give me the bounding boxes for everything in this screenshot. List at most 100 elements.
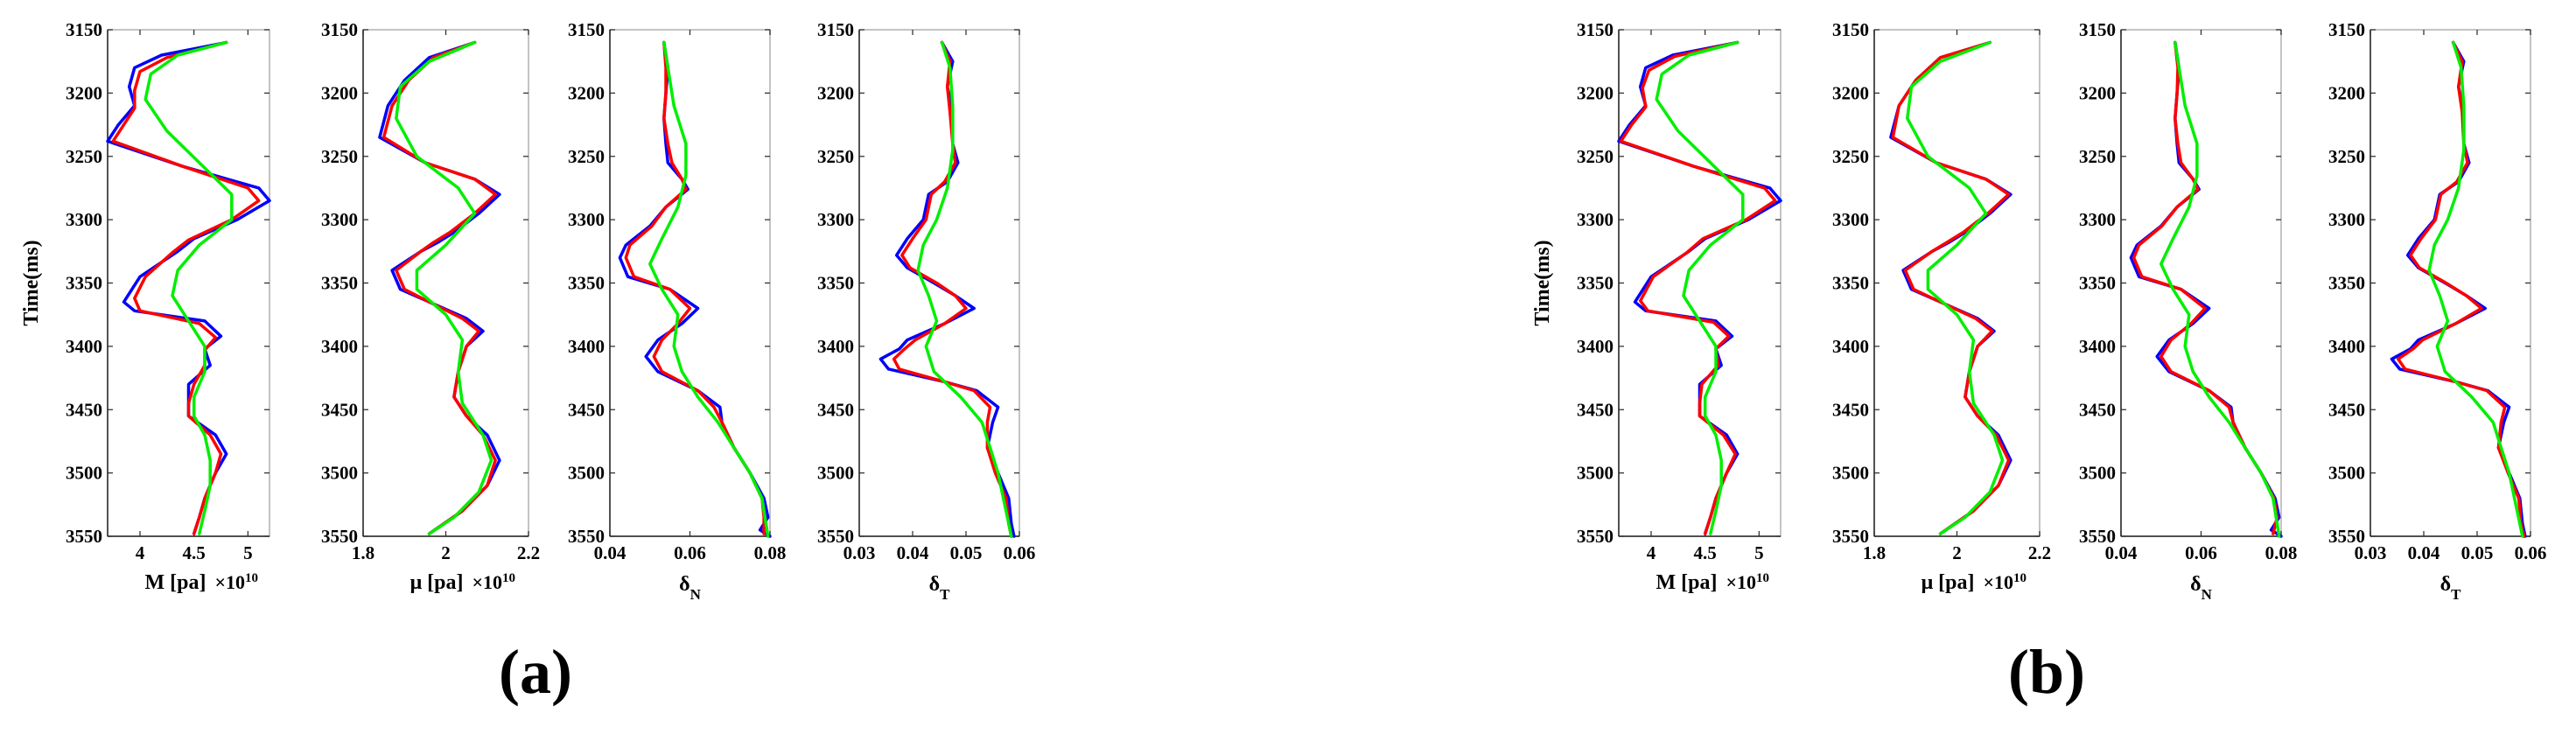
x-tick-label: 0.04 <box>2408 542 2440 563</box>
series-line-green <box>1655 40 1745 535</box>
x-tick-label: 0.04 <box>594 542 626 563</box>
y-tick-label: 3250 <box>1832 146 1869 167</box>
y-tick-label: 3500 <box>568 463 605 484</box>
y-tick-label: 3200 <box>817 82 854 103</box>
y-tick-label: 3500 <box>2328 463 2365 484</box>
y-tick-label: 3250 <box>66 146 102 167</box>
y-tick-label: 3550 <box>2079 526 2116 547</box>
y-tick-label: 3250 <box>2079 146 2116 167</box>
x-multiplier-label: ×1010 <box>472 571 516 593</box>
y-tick-label: 3500 <box>66 463 102 484</box>
y-tick-label: 3300 <box>1577 209 1614 230</box>
panel-frame <box>107 29 270 537</box>
y-tick-label: 3150 <box>568 19 605 40</box>
y-tick-label: 3400 <box>817 336 854 357</box>
x-tick-label: 0.04 <box>2105 542 2138 563</box>
y-tick-label: 3150 <box>321 19 358 40</box>
series-line-green <box>916 40 1013 538</box>
x-tick-label: 0.04 <box>897 542 929 563</box>
y-tick-label: 3400 <box>321 336 358 357</box>
series-line-green <box>2160 40 2281 538</box>
y-tick-label: 3350 <box>1832 273 1869 294</box>
y-tick-label: 3350 <box>66 273 102 294</box>
series-line-green <box>648 40 770 538</box>
series-line-green <box>395 40 494 535</box>
series-line-red <box>111 40 261 535</box>
x-multiplier-label: ×1010 <box>215 571 259 593</box>
y-tick-label: 3200 <box>2328 82 2365 103</box>
y-tick-label: 3450 <box>66 399 102 420</box>
panel-frame <box>2120 29 2282 537</box>
y-tick-label: 3350 <box>2328 273 2365 294</box>
x-tick-label: 2 <box>441 542 451 563</box>
y-tick-label: 3550 <box>568 526 605 547</box>
y-tick-label: 3350 <box>817 273 854 294</box>
x-tick-label: 0.06 <box>2515 542 2547 563</box>
y-tick-label: 3500 <box>2079 463 2116 484</box>
x-tick-label: 0.03 <box>844 542 876 563</box>
caption-a: (a) <box>499 637 572 707</box>
panel-b-4: 3150 3200 3250 3300 3350 3400 3450 3500 35500.03… <box>2328 19 2546 603</box>
x-tick-label: 2.2 <box>2028 542 2051 563</box>
y-tick-label: 3200 <box>66 82 102 103</box>
x-tick-label: 0.06 <box>2185 542 2217 563</box>
y-tick-label: 3200 <box>568 82 605 103</box>
y-tick-label: 3300 <box>321 209 358 230</box>
y-tick-label: 3400 <box>568 336 605 357</box>
x-tick-label: 0.03 <box>2355 542 2387 563</box>
y-tick-label: 3450 <box>568 399 605 420</box>
x-tick-label: 0.06 <box>1004 542 1036 563</box>
x-axis-label: δT <box>929 573 950 603</box>
x-tick-label: 0.08 <box>754 542 787 563</box>
x-tick-label: 4 <box>136 542 145 563</box>
y-tick-label: 3300 <box>66 209 102 230</box>
series-line-red <box>2396 40 2526 538</box>
y-tick-label: 3500 <box>321 463 358 484</box>
y-tick-label: 3550 <box>1832 526 1869 547</box>
x-tick-label: 0.05 <box>2461 542 2494 563</box>
y-tick-label: 3350 <box>568 273 605 294</box>
y-tick-label: 3350 <box>1577 273 1614 294</box>
y-tick-label: 3400 <box>2328 336 2365 357</box>
x-axis-label: δT <box>2440 573 2461 603</box>
y-tick-label: 3300 <box>817 209 854 230</box>
series-line-green <box>144 40 234 535</box>
x-tick-label: 4.5 <box>1694 542 1717 563</box>
y-tick-label: 3250 <box>568 146 605 167</box>
panel-frame <box>1873 29 2040 537</box>
y-tick-label: 3200 <box>1577 82 1614 103</box>
x-axis-label: μ [pa] <box>1922 571 1975 594</box>
y-tick-label: 3250 <box>2328 146 2365 167</box>
y-tick-label: 3150 <box>817 19 854 40</box>
x-tick-label: 1.8 <box>1863 542 1886 563</box>
series-line-green <box>1906 40 2005 535</box>
y-tick-label: 3150 <box>1577 19 1614 40</box>
series-line-red <box>892 40 1013 538</box>
x-tick-label: 0.06 <box>674 542 706 563</box>
y-tick-label: 3550 <box>2328 526 2365 547</box>
x-axis-label: δN <box>2190 573 2212 603</box>
series-line-blue <box>106 40 271 535</box>
y-tick-label: 3250 <box>817 146 854 167</box>
x-tick-label: 4.5 <box>183 542 206 563</box>
y-tick-label: 3300 <box>2079 209 2116 230</box>
series-line-green <box>2427 40 2524 538</box>
x-axis-label: δN <box>679 573 701 603</box>
x-tick-label: 1.8 <box>352 542 374 563</box>
y-tick-label: 3200 <box>321 82 358 103</box>
y-tick-label: 3300 <box>568 209 605 230</box>
y-tick-label: 3450 <box>817 399 854 420</box>
y-tick-label: 3200 <box>1832 82 1869 103</box>
y-tick-label: 3550 <box>1577 526 1614 547</box>
caption-b: (b) <box>2008 637 2085 707</box>
x-tick-label: 5 <box>1754 542 1764 563</box>
x-multiplier-label: ×1010 <box>1726 571 1770 593</box>
x-tick-label: 0.05 <box>950 542 983 563</box>
y-axis-label: Time(ms) <box>1531 240 1554 325</box>
y-tick-label: 3250 <box>1577 146 1614 167</box>
y-tick-label: 3450 <box>1832 399 1869 420</box>
y-tick-label: 3250 <box>321 146 358 167</box>
y-tick-label: 3450 <box>321 399 358 420</box>
